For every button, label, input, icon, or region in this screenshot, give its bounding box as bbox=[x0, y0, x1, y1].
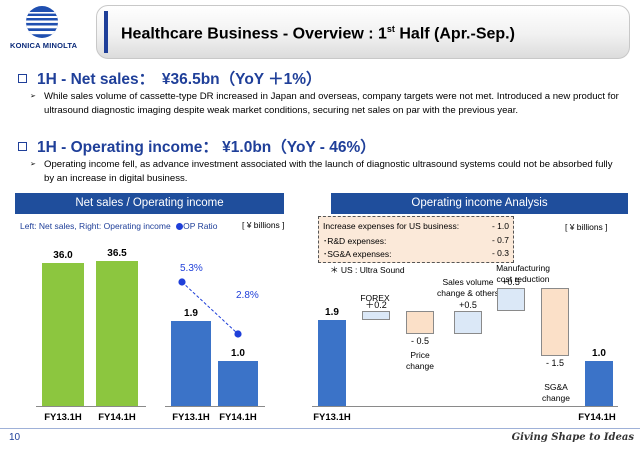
net-sales-bar bbox=[96, 261, 138, 406]
net-sales-value-label: 36.5 bbox=[107, 248, 127, 259]
waterfall-total-bar bbox=[585, 360, 613, 406]
waterfall-step-label: Sales volume change & others bbox=[437, 277, 499, 298]
net-sales-bullet: ➢ While sales volume of cassette-type DR… bbox=[30, 91, 619, 116]
title-accent-bar bbox=[104, 11, 108, 53]
x-tick-label: FY13.1H bbox=[172, 412, 210, 423]
net-sales-bar bbox=[42, 262, 84, 406]
op-ratio-label: 5.3% bbox=[180, 263, 203, 274]
expense-total-row: Increase expenses for US business: - 1.0 bbox=[323, 221, 509, 231]
waterfall-delta-bar bbox=[541, 288, 569, 357]
net-sales-heading: 1H - Net sales： ¥36.5bn（YoY ＋1%） bbox=[18, 67, 322, 89]
left-unit-label: [ ¥ billions ] bbox=[242, 220, 285, 230]
title-banner: Healthcare Business - Overview : 1st Hal… bbox=[96, 5, 630, 59]
waterfall-step-label: Price change bbox=[406, 350, 434, 371]
net-sales-value-label: 36.0 bbox=[53, 249, 73, 261]
expense-sga-row: ･SG&A expenses: - 0.3 bbox=[323, 248, 509, 259]
op-ratio-label: 2.8% bbox=[236, 290, 259, 301]
konica-minolta-logo: KONICA MINOLTA bbox=[10, 5, 78, 63]
x-tick-label: FY14.1H bbox=[578, 412, 616, 423]
arrow-bullet-icon: ➢ bbox=[30, 93, 36, 100]
waterfall-delta-label: - 0.5 bbox=[410, 335, 429, 346]
waterfall-delta-label: ＋0.2 bbox=[365, 299, 387, 310]
op-ratio-marker-icon bbox=[176, 223, 184, 230]
right-unit-label: [ ¥ billions ] bbox=[565, 222, 608, 232]
op-analysis-panel-header: Operating income Analysis bbox=[331, 193, 628, 214]
axis-line bbox=[165, 406, 265, 407]
operating-income-bar bbox=[218, 361, 258, 406]
us-note: ＊ US : Ultra Sound bbox=[330, 265, 405, 275]
operating-income-value-label: 1.0 bbox=[231, 348, 245, 360]
waterfall-step-label: Manufacturing cost reduction bbox=[496, 263, 550, 284]
square-bullet-icon bbox=[18, 74, 27, 83]
logo-text: KONICA MINOLTA bbox=[10, 41, 78, 50]
op-ratio-point bbox=[178, 278, 186, 286]
chart-legend: Left: Net sales, Right: Operating income… bbox=[20, 221, 218, 231]
globe-logo-icon bbox=[26, 6, 58, 38]
waterfall-step-label: FOREX bbox=[360, 293, 390, 303]
waterfall-delta-bar bbox=[454, 310, 482, 334]
slogan: Giving Shape to Ideas bbox=[511, 432, 634, 443]
waterfall-step-label: SG&A change bbox=[542, 382, 570, 403]
x-tick-label: FY14.1H bbox=[98, 412, 136, 423]
axis-line bbox=[36, 406, 146, 407]
net-sales-panel-header: Net sales / Operating income bbox=[15, 193, 284, 214]
operating-income-value-label: 1.9 bbox=[184, 308, 198, 319]
x-tick-label: FY13.1H bbox=[313, 412, 351, 423]
waterfall-delta-bar bbox=[406, 310, 434, 334]
waterfall-delta-label: +0.5 bbox=[459, 299, 477, 310]
x-tick-label: FY13.1H bbox=[44, 412, 82, 423]
expense-rd-row: ･R&D expenses: - 0.7 bbox=[323, 235, 509, 246]
x-tick-label: FY14.1H bbox=[219, 412, 257, 423]
page-number: 10 bbox=[9, 432, 21, 443]
waterfall-delta-bar bbox=[497, 288, 525, 311]
operating-income-heading: 1H - Operating income： ¥1.0bn（YoY - 46%） bbox=[18, 135, 376, 157]
waterfall-value-label: 1.9 bbox=[325, 307, 339, 318]
waterfall-delta-label: - 1.5 bbox=[545, 358, 564, 369]
waterfall-value-label: 1.0 bbox=[592, 347, 606, 359]
operating-income-bar bbox=[171, 321, 211, 406]
operating-income-bullet: ➢ Operating income fell, as advance inve… bbox=[30, 159, 613, 184]
footer-divider bbox=[0, 428, 640, 429]
axis-line bbox=[312, 406, 618, 407]
arrow-bullet-icon: ➢ bbox=[30, 161, 36, 168]
waterfall-delta-label: +0.5 bbox=[502, 277, 520, 288]
us-expense-box: Increase expenses for US business: - 1.0… bbox=[318, 216, 514, 263]
op-ratio-point bbox=[234, 330, 242, 338]
waterfall-total-bar bbox=[318, 320, 346, 406]
waterfall-delta-bar bbox=[362, 310, 390, 320]
page-title: Healthcare Business - Overview : 1st Hal… bbox=[121, 24, 515, 43]
square-bullet-icon bbox=[18, 142, 27, 151]
